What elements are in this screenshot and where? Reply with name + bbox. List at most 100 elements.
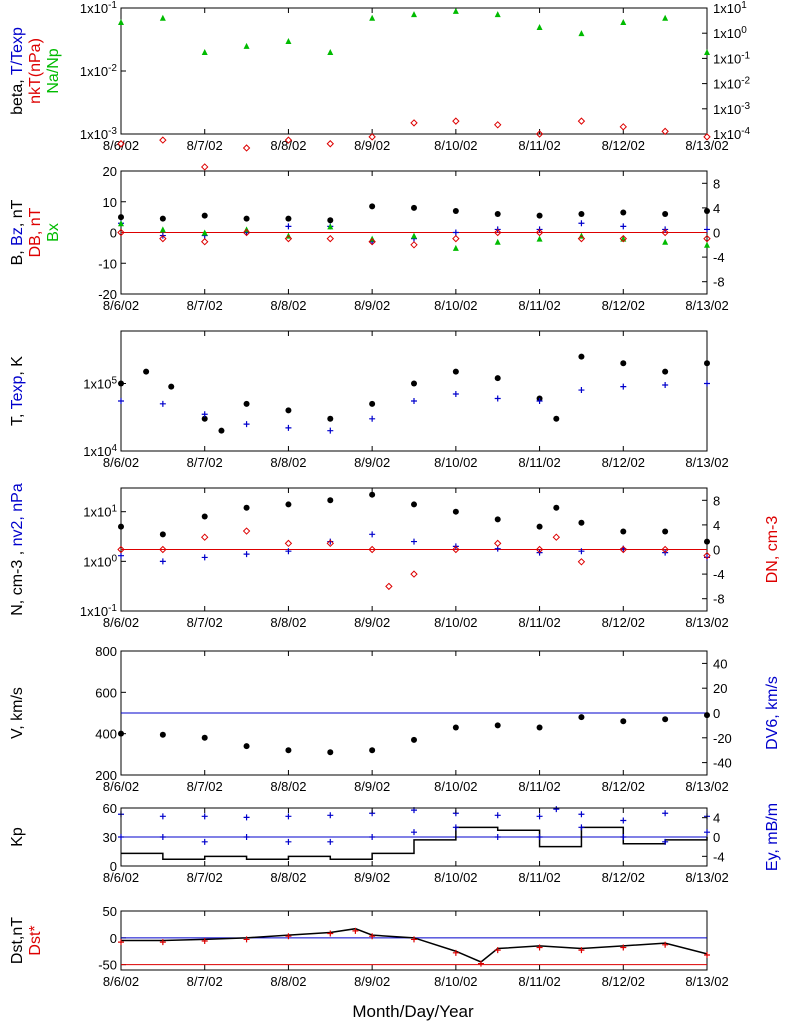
x-tick-label: 8/13/02	[685, 615, 728, 630]
data-point	[452, 229, 459, 236]
data-point	[411, 204, 417, 211]
data-point	[284, 136, 293, 144]
y-tick-label: 0	[110, 226, 117, 241]
data-point	[201, 238, 209, 246]
data-point	[201, 212, 208, 219]
data-point	[201, 938, 208, 945]
data-point	[327, 223, 334, 230]
y2-tick-label: 1x101	[713, 0, 747, 16]
data-point	[578, 353, 585, 360]
data-point	[620, 209, 627, 216]
data-point	[159, 14, 166, 21]
data-point	[159, 136, 167, 144]
y2-axis-label: Dst*	[27, 925, 44, 955]
x-tick-label: 8/6/02	[103, 298, 139, 313]
y2-tick-label: 4	[713, 811, 720, 826]
data-point	[452, 234, 460, 243]
y-tick-label: 30	[103, 830, 117, 845]
data-point	[369, 491, 376, 498]
data-point	[327, 812, 334, 819]
data-point	[477, 960, 484, 967]
data-point	[703, 551, 711, 560]
data-point	[117, 140, 125, 148]
data-point	[661, 545, 669, 554]
x-tick-label: 8/7/02	[187, 974, 223, 989]
data-point	[620, 834, 627, 840]
y2-tick-label: -4	[713, 250, 725, 265]
data-point	[118, 730, 124, 737]
x-tick-label: 8/12/02	[602, 298, 645, 313]
x-tick-label: 8/9/02	[354, 615, 390, 630]
x-tick-label: 8/6/02	[103, 615, 139, 630]
data-point	[369, 531, 376, 538]
y-tick-label: 1x10-3	[80, 126, 118, 142]
y2-tick-label: 1x100	[713, 25, 747, 41]
data-point	[201, 49, 208, 56]
x-tick-label: 8/12/02	[602, 138, 645, 153]
data-point	[704, 360, 710, 367]
y-axis-label-2: DB, nT	[27, 207, 44, 257]
series-nv2	[118, 531, 710, 565]
data-point	[159, 234, 167, 243]
y-tick-label: -20	[98, 287, 117, 302]
y2-tick-label: -8	[713, 275, 725, 290]
series-Kp	[121, 826, 708, 860]
x-tick-label: 8/11/02	[518, 779, 560, 794]
x-tick-label: 8/12/02	[602, 455, 645, 470]
data-point	[159, 215, 166, 222]
data-point	[411, 398, 417, 405]
data-point	[452, 390, 459, 397]
data-point	[284, 539, 293, 548]
x-tick-label: 8/11/02	[518, 870, 560, 885]
data-point	[662, 211, 669, 218]
y-axis-label: T, Texp, K	[9, 356, 26, 426]
data-point	[662, 941, 669, 948]
x-tick-label: 8/13/02	[685, 455, 728, 470]
data-point	[578, 387, 585, 394]
series-line	[121, 927, 708, 963]
x-tick-label: 8/9/02	[354, 455, 390, 470]
x-tick-label: 8/10/02	[434, 779, 477, 794]
data-point	[704, 380, 710, 387]
x-tick-label: 8/8/02	[270, 455, 306, 470]
x-tick-label: 8/6/02	[103, 870, 139, 885]
data-point	[242, 527, 251, 535]
y-tick-label: 1x10-1	[80, 0, 118, 16]
x-tick-label: 8/9/02	[354, 138, 390, 153]
x-tick-label: 8/8/02	[270, 138, 306, 153]
data-point	[326, 140, 334, 148]
data-point	[494, 722, 501, 729]
plot-frame	[120, 330, 708, 452]
x-tick-label: 8/12/02	[602, 870, 645, 885]
y-axis-label: Kp	[9, 827, 26, 847]
data-point	[385, 582, 393, 591]
data-point	[159, 226, 166, 233]
y-axis-label: Dst,nT	[9, 917, 26, 964]
panel-Dst: 8/6/02 8/7/02 8/8/02 8/9/02 8/10/02 8/11/02 8/…	[9, 904, 729, 989]
data-point	[201, 734, 208, 741]
data-point	[201, 229, 208, 236]
series-T	[118, 353, 710, 434]
data-point	[662, 382, 669, 389]
data-point	[536, 523, 543, 530]
data-point	[704, 226, 710, 233]
data-point	[578, 947, 585, 954]
data-point	[285, 548, 292, 555]
data-point	[201, 513, 208, 520]
data-point	[243, 834, 250, 840]
data-point	[494, 947, 501, 954]
y2-tick-label: 0	[713, 706, 720, 721]
data-point	[578, 548, 585, 555]
data-point	[452, 949, 459, 956]
data-point	[578, 714, 585, 721]
data-point	[553, 415, 560, 422]
data-point	[159, 813, 166, 820]
data-point	[452, 724, 459, 731]
y2-tick-label: -8	[713, 592, 725, 607]
series-Dst*	[118, 927, 710, 967]
data-point	[201, 554, 208, 561]
data-point	[536, 813, 543, 820]
data-point	[704, 538, 710, 545]
data-point	[285, 813, 292, 820]
data-point	[536, 834, 543, 840]
